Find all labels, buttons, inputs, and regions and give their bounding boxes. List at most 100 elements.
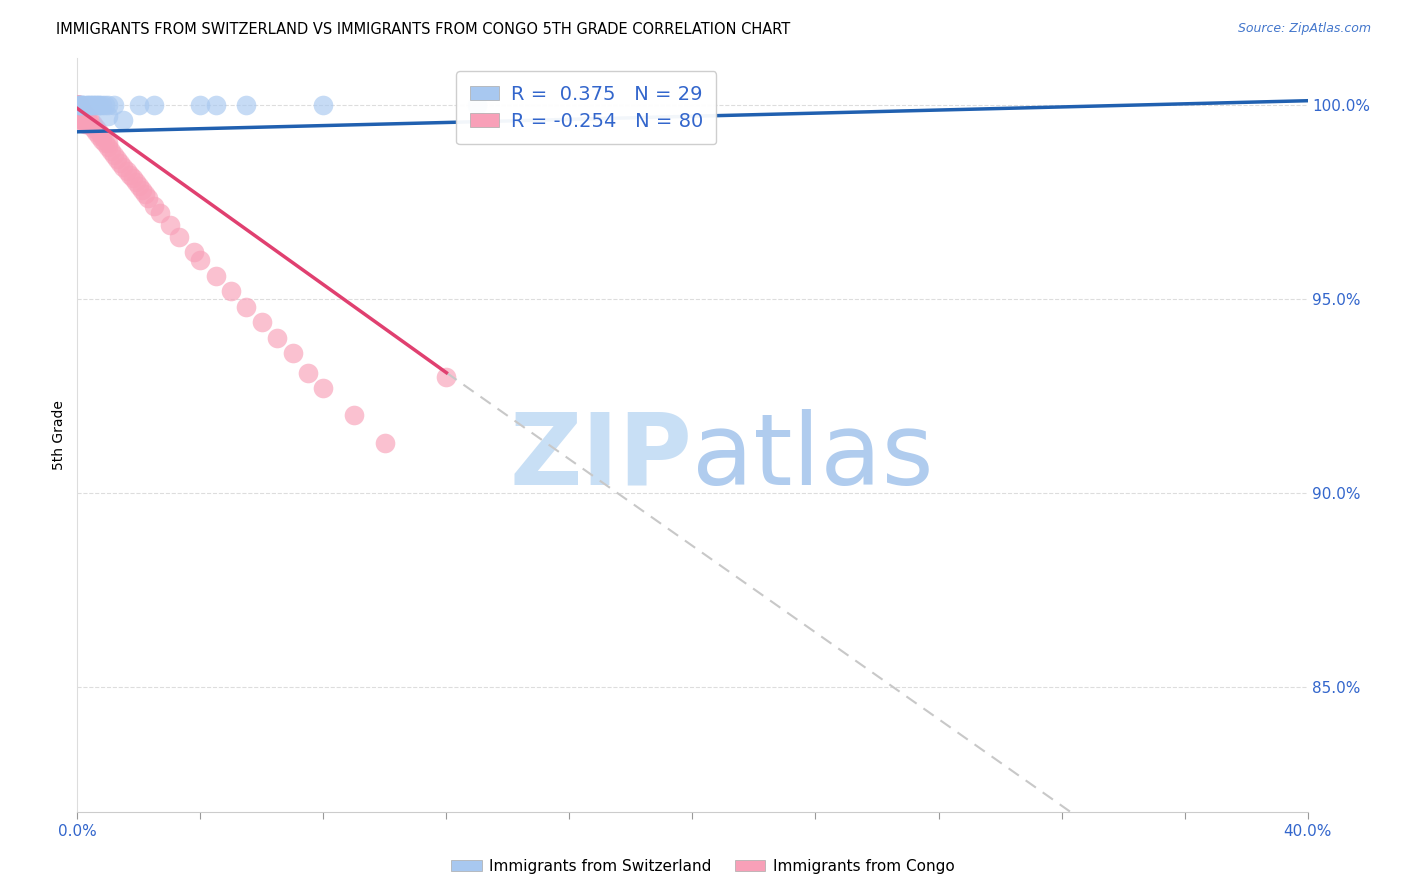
Point — [67, 97, 90, 112]
Point — [84, 97, 107, 112]
Point — [188, 252, 212, 267]
Point — [103, 148, 125, 162]
Point — [112, 160, 135, 174]
Point — [188, 97, 212, 112]
Point — [69, 102, 91, 116]
Point — [67, 97, 90, 112]
Point — [69, 97, 91, 112]
Point — [90, 132, 114, 146]
Point — [82, 117, 104, 131]
Point — [281, 346, 304, 360]
Text: IMMIGRANTS FROM SWITZERLAND VS IMMIGRANTS FROM CONGO 5TH GRADE CORRELATION CHART: IMMIGRANTS FROM SWITZERLAND VS IMMIGRANT… — [56, 22, 790, 37]
Point — [112, 113, 135, 128]
Point — [128, 179, 150, 194]
Point — [266, 331, 288, 345]
Point — [70, 105, 93, 120]
Point — [67, 102, 90, 116]
Point — [70, 97, 93, 112]
Point — [69, 97, 91, 112]
Point — [72, 113, 94, 128]
Point — [69, 105, 91, 120]
Point — [70, 113, 93, 128]
Point — [67, 97, 90, 112]
Point — [70, 113, 93, 128]
Point — [235, 97, 257, 112]
Point — [79, 97, 101, 112]
Point — [97, 140, 120, 154]
Point — [70, 109, 93, 123]
Point — [143, 97, 166, 112]
Point — [110, 156, 132, 170]
Point — [67, 97, 90, 112]
Point — [87, 97, 110, 112]
Point — [128, 97, 150, 112]
Point — [69, 102, 91, 116]
Point — [90, 97, 114, 112]
Point — [70, 109, 93, 123]
Point — [97, 136, 120, 151]
Legend: R =  0.375   N = 29, R = -0.254   N = 80: R = 0.375 N = 29, R = -0.254 N = 80 — [456, 71, 717, 145]
Point — [76, 109, 98, 123]
Point — [82, 120, 104, 135]
Point — [131, 183, 153, 197]
Point — [72, 97, 94, 112]
Point — [67, 97, 90, 112]
Point — [103, 97, 125, 112]
Point — [87, 128, 110, 143]
Point — [90, 128, 114, 143]
Point — [66, 97, 89, 112]
Point — [69, 105, 91, 120]
Point — [76, 97, 98, 112]
Point — [67, 97, 90, 112]
Point — [167, 229, 190, 244]
Point — [72, 97, 94, 112]
Text: Source: ZipAtlas.com: Source: ZipAtlas.com — [1237, 22, 1371, 36]
Point — [72, 105, 94, 120]
Point — [72, 109, 94, 123]
Point — [125, 175, 148, 189]
Point — [297, 366, 319, 380]
Point — [183, 245, 205, 260]
Point — [115, 163, 138, 178]
Point — [235, 300, 257, 314]
Point — [73, 113, 96, 128]
Point — [250, 315, 273, 329]
Point — [343, 409, 366, 423]
Point — [134, 186, 156, 201]
Point — [69, 97, 91, 112]
Point — [69, 97, 91, 112]
Text: atlas: atlas — [693, 409, 934, 506]
Point — [87, 125, 110, 139]
Point — [76, 97, 98, 112]
Point — [76, 113, 98, 128]
Point — [94, 136, 117, 151]
Point — [79, 117, 101, 131]
Point — [465, 97, 488, 112]
Point — [312, 97, 335, 112]
Point — [67, 102, 90, 116]
Point — [69, 97, 91, 112]
Point — [73, 117, 96, 131]
Point — [105, 152, 128, 166]
Y-axis label: 5th Grade: 5th Grade — [52, 400, 66, 470]
Point — [84, 125, 107, 139]
Point — [312, 381, 335, 395]
Point — [69, 102, 91, 116]
Point — [94, 97, 117, 112]
Point — [76, 117, 98, 131]
Point — [69, 102, 91, 116]
Point — [82, 97, 104, 112]
Point — [100, 145, 122, 159]
Point — [97, 97, 120, 112]
Point — [136, 191, 159, 205]
Point — [84, 120, 107, 135]
Point — [67, 102, 90, 116]
Point — [67, 102, 90, 116]
Point — [70, 105, 93, 120]
Legend: Immigrants from Switzerland, Immigrants from Congo: Immigrants from Switzerland, Immigrants … — [446, 853, 960, 880]
Point — [82, 97, 104, 112]
Point — [204, 268, 226, 283]
Point — [69, 102, 91, 116]
Point — [374, 435, 396, 450]
Point — [84, 97, 107, 112]
